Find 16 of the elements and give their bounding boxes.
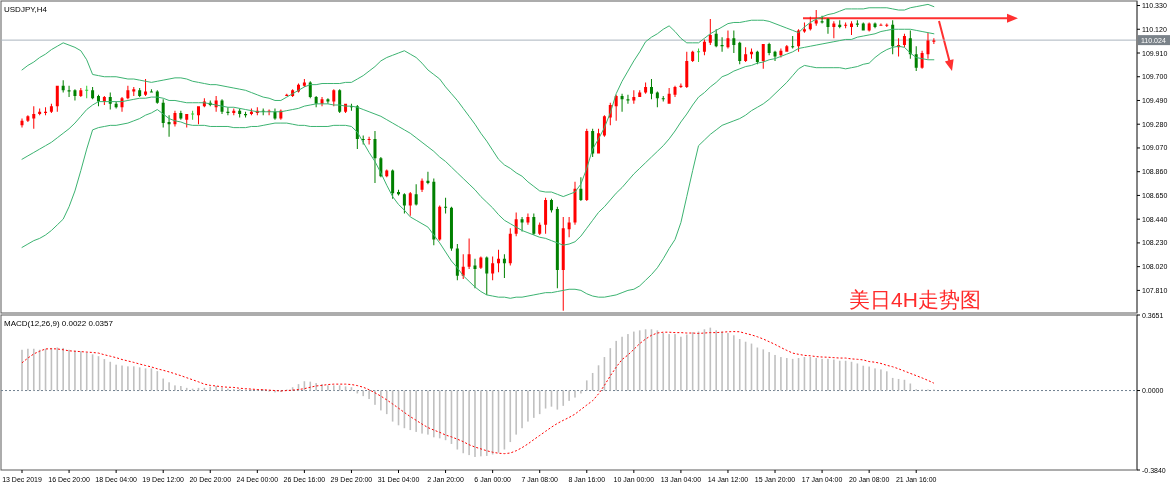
- candlestick: [626, 94, 630, 104]
- candlestick: [191, 110, 195, 120]
- candlestick: [32, 106, 36, 129]
- candlestick: [367, 136, 371, 145]
- annotation: 美日4H走势图: [849, 288, 981, 311]
- candlestick: [85, 85, 89, 99]
- line-series: [21, 331, 935, 455]
- candlestick: [444, 197, 448, 214]
- candlestick: [697, 48, 701, 63]
- line-series: [21, 28, 935, 246]
- chart-title: USDJPY,H4: [4, 4, 48, 14]
- candlestick: [44, 107, 48, 116]
- candlestick: [326, 98, 330, 104]
- text: MACD(12,26,9) 0.0022 0.0357: [4, 318, 114, 328]
- candlestick: [855, 20, 859, 27]
- candlestick: [720, 37, 724, 52]
